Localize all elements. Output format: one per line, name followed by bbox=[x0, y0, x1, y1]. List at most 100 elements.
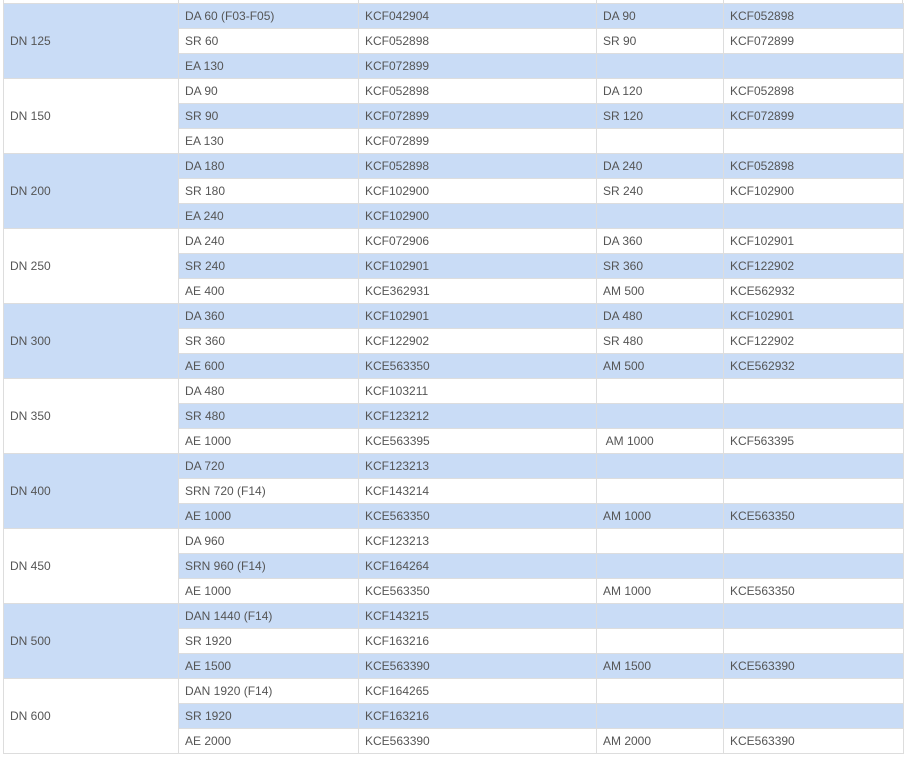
model-cell-2: AM 500 bbox=[596, 353, 724, 379]
code-cell: KCF163216 bbox=[358, 628, 597, 654]
model-cell: AE 400 bbox=[178, 278, 359, 304]
table-row: AE 2000 KCE563390 AM 2000 KCE563390 bbox=[4, 728, 904, 754]
code-cell: KCF143215 bbox=[358, 603, 597, 629]
dn-size-cell: DN 450 bbox=[3, 528, 179, 604]
code-cell: KCE563395 bbox=[358, 428, 597, 454]
model-cell-2 bbox=[596, 528, 724, 554]
model-cell-2: DA 90 bbox=[596, 3, 724, 29]
table-row: EA 130 KCF072899 bbox=[4, 128, 904, 154]
table-row: SR 1920 KCF163216 bbox=[4, 628, 904, 654]
code-cell: KCF102901 bbox=[358, 253, 597, 279]
code-cell-2: KCF072899 bbox=[723, 28, 904, 54]
model-cell-2: DA 360 bbox=[596, 228, 724, 254]
code-cell-2 bbox=[723, 603, 904, 629]
table-row: DN 250 DA 240 KCF072906 DA 360 KCF102901 bbox=[3, 228, 904, 304]
model-cell-2 bbox=[596, 478, 724, 504]
model-cell: EA 240 bbox=[178, 203, 359, 229]
model-cell: SR 90 bbox=[178, 103, 359, 129]
model-cell-2: AM 1000 bbox=[596, 428, 724, 454]
code-cell: KCF072899 bbox=[358, 53, 597, 79]
code-cell-2: KCE563390 bbox=[723, 653, 904, 679]
code-cell-2 bbox=[723, 703, 904, 729]
code-cell: KCE563350 bbox=[358, 578, 597, 604]
code-cell-2: KCE563390 bbox=[723, 728, 904, 754]
code-cell: KCF072899 bbox=[358, 128, 597, 154]
model-cell: AE 2000 bbox=[178, 728, 359, 754]
table-row: DN 300 DA 360 KCF102901 DA 480 KCF102901 bbox=[3, 303, 904, 379]
model-cell: DA 960 bbox=[178, 528, 359, 554]
model-cell: SRN 960 (F14) bbox=[178, 553, 359, 579]
code-cell: KCF163216 bbox=[358, 703, 597, 729]
previous-row-edge bbox=[3, 0, 903, 3]
model-cell: SR 1920 bbox=[178, 628, 359, 654]
code-cell: KCF072899 bbox=[358, 103, 597, 129]
code-cell: KCF123213 bbox=[358, 528, 597, 554]
code-cell: KCF123212 bbox=[358, 403, 597, 429]
model-cell-2 bbox=[596, 203, 724, 229]
code-cell-2 bbox=[723, 453, 904, 479]
model-cell-2 bbox=[596, 378, 724, 404]
table-row: DN 125 DA 60 (F03-F05) KCF042904 DA 90 KCF05… bbox=[3, 3, 904, 79]
model-cell: AE 1000 bbox=[178, 428, 359, 454]
model-cell: DA 180 bbox=[178, 153, 359, 179]
code-cell-2 bbox=[723, 628, 904, 654]
model-cell-2 bbox=[596, 603, 724, 629]
table-body: DN 125 DA 60 (F03-F05) KCF042904 DA 90 KCF05… bbox=[3, 3, 904, 754]
table-row: AE 400 KCE362931 AM 500 KCE562932 bbox=[4, 278, 904, 304]
model-cell: SR 480 bbox=[178, 403, 359, 429]
dn-size-cell: DN 400 bbox=[3, 453, 179, 529]
code-cell-2: KCE563350 bbox=[723, 578, 904, 604]
dn-size-cell: DN 500 bbox=[3, 603, 179, 679]
table-row: DN 450 DA 960 KCF123213 bbox=[3, 528, 904, 604]
code-cell: KCF164264 bbox=[358, 553, 597, 579]
model-cell: EA 130 bbox=[178, 53, 359, 79]
model-cell-2 bbox=[596, 553, 724, 579]
code-cell: KCF143214 bbox=[358, 478, 597, 504]
code-cell: KCF052898 bbox=[358, 28, 597, 54]
table-row: DN 350 DA 480 KCF103211 bbox=[3, 378, 904, 454]
model-cell-2: AM 1500 bbox=[596, 653, 724, 679]
code-cell-2 bbox=[723, 553, 904, 579]
model-cell: AE 600 bbox=[178, 353, 359, 379]
code-cell: KCF123213 bbox=[358, 453, 597, 479]
model-cell-2 bbox=[596, 403, 724, 429]
model-cell-2: DA 480 bbox=[596, 303, 724, 329]
model-cell-2: AM 1000 bbox=[596, 503, 724, 529]
model-cell-2: DA 240 bbox=[596, 153, 724, 179]
model-cell: SR 360 bbox=[178, 328, 359, 354]
code-cell: KCE563350 bbox=[358, 353, 597, 379]
table-row: SR 60 KCF052898 SR 90 KCF072899 bbox=[4, 28, 904, 54]
model-cell-2 bbox=[596, 128, 724, 154]
code-cell-2: KCF563395 bbox=[723, 428, 904, 454]
table-row: DN 500 DAN 1440 (F14) KCF143215 bbox=[3, 603, 904, 679]
dn-size-cell: DN 250 bbox=[3, 228, 179, 304]
model-cell-2: SR 240 bbox=[596, 178, 724, 204]
code-cell-2: KCF102901 bbox=[723, 228, 904, 254]
code-cell: KCF052898 bbox=[358, 153, 597, 179]
dn-size-cell: DN 150 bbox=[3, 78, 179, 154]
code-cell-2: KCF122902 bbox=[723, 253, 904, 279]
model-cell: SR 60 bbox=[178, 28, 359, 54]
dn-size-cell: DN 125 bbox=[3, 3, 179, 79]
dn-size-cell: DN 600 bbox=[3, 678, 179, 754]
model-cell: DA 90 bbox=[178, 78, 359, 104]
code-cell-2: KCF102900 bbox=[723, 178, 904, 204]
dn-size-cell: DN 200 bbox=[3, 153, 179, 229]
code-cell: KCF072906 bbox=[358, 228, 597, 254]
table-row: SRN 720 (F14) KCF143214 bbox=[4, 478, 904, 504]
code-cell-2 bbox=[723, 678, 904, 704]
table-row: SR 360 KCF122902 SR 480 KCF122902 bbox=[4, 328, 904, 354]
code-cell-2 bbox=[723, 53, 904, 79]
code-cell: KCF103211 bbox=[358, 378, 597, 404]
model-cell-2 bbox=[596, 453, 724, 479]
code-cell-2: KCF052898 bbox=[723, 78, 904, 104]
code-cell-2 bbox=[723, 378, 904, 404]
model-cell-2: AM 1000 bbox=[596, 578, 724, 604]
model-cell: DA 480 bbox=[178, 378, 359, 404]
code-cell: KCF102900 bbox=[358, 203, 597, 229]
code-cell-2: KCF122902 bbox=[723, 328, 904, 354]
table-row: DN 150 DA 90 KCF052898 DA 120 KCF052898 bbox=[3, 78, 904, 154]
table-row: DN 200 DA 180 KCF052898 DA 240 KCF052898 bbox=[3, 153, 904, 229]
model-cell-2: SR 360 bbox=[596, 253, 724, 279]
product-code-table: DN 125 DA 60 (F03-F05) KCF042904 DA 90 KCF05… bbox=[3, 3, 904, 754]
